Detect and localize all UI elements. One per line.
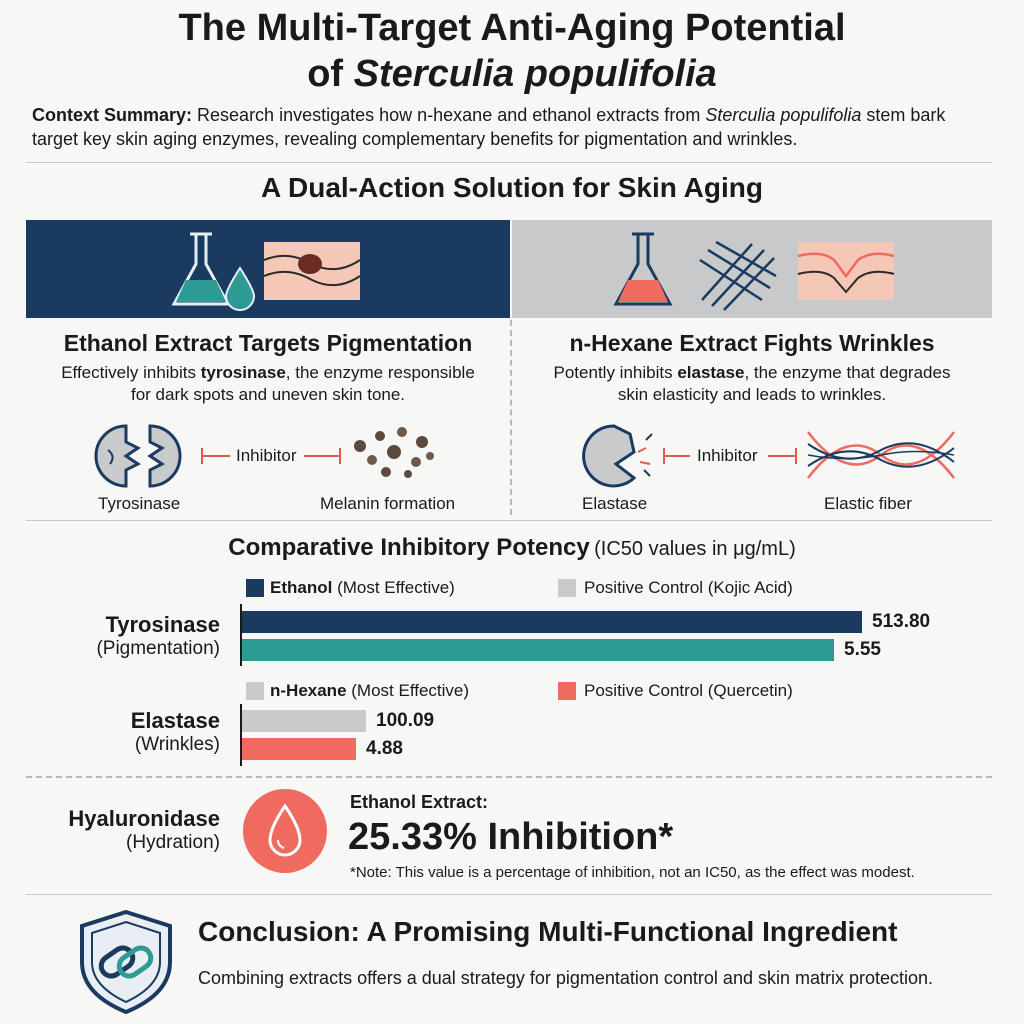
hyaluronidase-value: 25.33% Inhibition*: [348, 816, 674, 858]
skin-pigment-icon: [263, 242, 361, 300]
bar-elastase-hexane: [242, 710, 366, 732]
value-elastase-hexane: 100.09: [376, 710, 435, 731]
flask-icon: [171, 232, 231, 306]
dashed-divider: [26, 776, 992, 778]
page-title: The Multi-Target Anti-Aging Potential: [178, 7, 846, 49]
legend-ethanol: Ethanol (Most Effective): [270, 578, 455, 597]
bar-tyrosinase-kojic: [242, 639, 834, 661]
ethanol-column-title: Ethanol Extract Targets Pigmentation: [63, 330, 473, 356]
value-elastase-quercetin: 4.88: [366, 738, 403, 759]
hexane-column-title: n-Hexane Extract Fights Wrinkles: [569, 330, 935, 356]
skin-wrinkle-icon: [797, 242, 895, 300]
hexane-panel-banner: [512, 220, 992, 318]
inhibitor-label-left: Inhibitor: [236, 446, 297, 465]
elastase-label: Elastase: [582, 494, 648, 513]
bar-tyrosinase-ethanol: [242, 611, 862, 633]
hyaluronidase-note: *Note: This value is a percentage of inh…: [350, 864, 915, 881]
water-drop-icon: [243, 789, 327, 873]
melanin-label: Melanin formation: [320, 494, 456, 513]
elastase-row-label: Elastase (Wrinkles): [130, 708, 220, 755]
tyrosinase-label: Tyrosinase: [98, 494, 181, 513]
divider: [26, 162, 992, 163]
ethanol-column-description: Effectively inhibits tyrosinase, the enz…: [61, 363, 475, 404]
legend-swatch-ethanol: [246, 579, 264, 597]
legend-swatch-hexane: [246, 682, 264, 700]
species-name: Sterculia populifolia: [353, 53, 717, 95]
section-title: A Dual-Action Solution for Skin Aging: [261, 172, 763, 203]
value-tyrosinase-ethanol: 513.80: [872, 611, 931, 632]
hyaluronidase-row-label: Hyaluronidase (Hydration): [68, 806, 220, 853]
value-tyrosinase-kojic: 5.55: [844, 639, 881, 660]
column-divider: [510, 320, 512, 515]
fiber-mesh-icon: [699, 240, 777, 311]
ethanol-panel-banner: [26, 220, 510, 318]
conclusion-text: Combining extracts offers a dual strateg…: [198, 968, 934, 988]
inhibitor-arrow-right: [663, 448, 797, 464]
chart-axis: [240, 704, 242, 766]
bar-elastase-quercetin: [242, 738, 356, 760]
elastic-fiber-icon: [807, 431, 955, 479]
page-title-line2: of Sterculia populifolia: [307, 53, 717, 95]
chart-axis: [240, 604, 242, 666]
divider: [26, 894, 992, 895]
hyaluronidase-extract-label: Ethanol Extract:: [350, 792, 489, 812]
legend-kojic-acid: Positive Control (Kojic Acid): [584, 578, 793, 597]
legend-swatch-kojic: [558, 579, 576, 597]
hexane-column-description: Potently inhibits elastase, the enzyme t…: [553, 363, 951, 404]
divider: [26, 520, 992, 521]
hexane-banner-icons: [613, 232, 895, 311]
melanin-granules-icon: [354, 427, 434, 478]
legend-quercetin: Positive Control (Quercetin): [584, 681, 793, 700]
inhibitor-label-right: Inhibitor: [697, 446, 758, 465]
flask-icon: [613, 232, 673, 306]
elastic-fiber-label: Elastic fiber: [824, 494, 912, 513]
ethanol-banner-icons: [171, 232, 361, 311]
shield-link-icon: [80, 909, 172, 1015]
tyrosinase-enzyme-icon: [94, 424, 182, 488]
tyrosinase-row-label: Tyrosinase (Pigmentation): [96, 612, 220, 659]
context-summary: Context Summary: Research investigates h…: [32, 105, 946, 149]
chart-title: Comparative Inhibitory Potency (IC50 val…: [228, 534, 796, 561]
conclusion-title: Conclusion: A Promising Multi-Functional…: [198, 916, 898, 947]
legend-swatch-quercetin: [558, 682, 576, 700]
elastase-enzyme-icon: [582, 424, 653, 488]
inhibitor-arrow-left: [201, 448, 341, 464]
droplet-icon: [224, 266, 256, 311]
legend-hexane: n-Hexane (Most Effective): [270, 681, 470, 700]
